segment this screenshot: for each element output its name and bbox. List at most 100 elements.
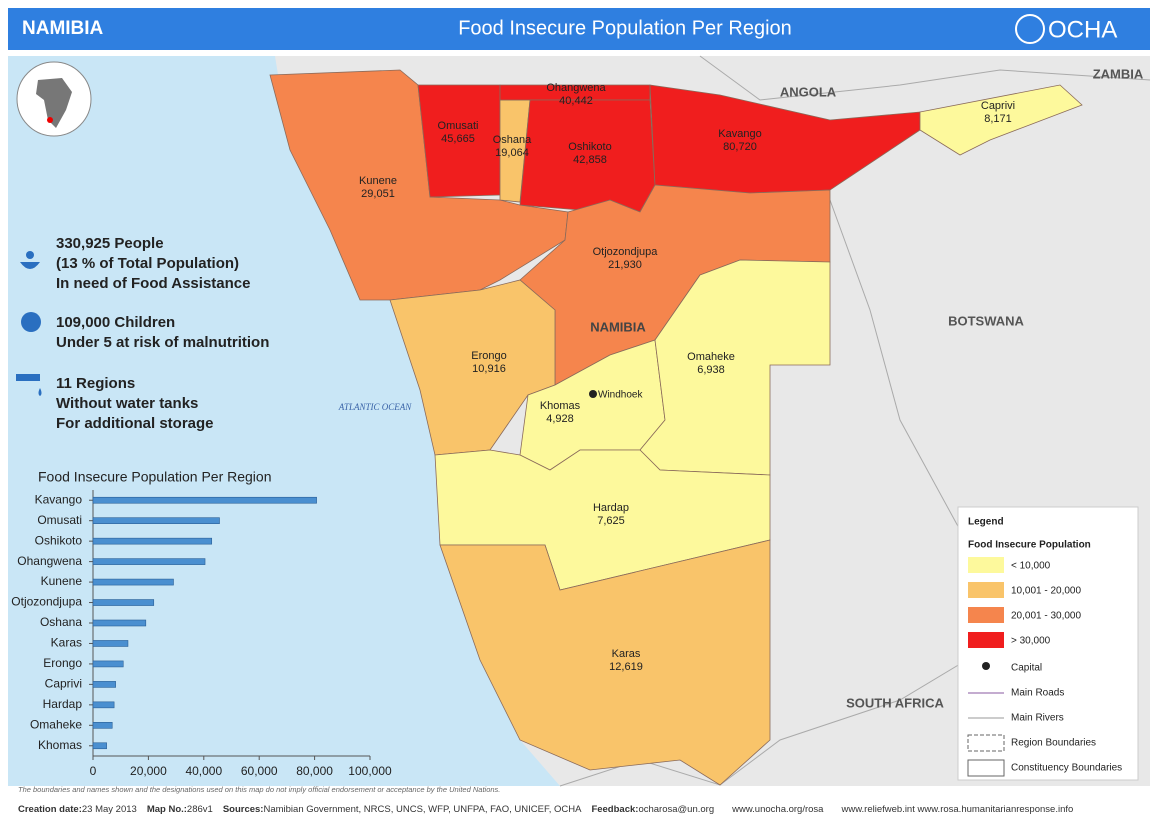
x-tick-label: 60,000 xyxy=(241,764,278,778)
legend-symbol xyxy=(982,662,990,670)
region-population: 4,928 xyxy=(546,413,574,425)
africa xyxy=(36,78,72,128)
footer-label: Feedback: xyxy=(591,804,638,815)
y-tick-label: Omaheke xyxy=(30,717,82,731)
region-population: 6,938 xyxy=(697,364,725,376)
stat-line: For additional storage xyxy=(56,415,214,432)
bar xyxy=(92,660,124,668)
legend-label: Main Rivers xyxy=(1011,713,1064,724)
region-population: 40,442 xyxy=(559,95,593,107)
bar xyxy=(92,640,129,647)
legend-subtitle: Food Insecure Population xyxy=(968,540,1091,551)
stats: 330,925 People (13 % of Total Population)… xyxy=(56,235,269,432)
country-label: NAMIBIA xyxy=(590,319,646,334)
region-population: 10,916 xyxy=(472,363,506,375)
region-name: Caprivi xyxy=(981,100,1015,112)
bar xyxy=(92,701,115,709)
y-tick-label: Karas xyxy=(51,636,82,650)
x-tick-label: 40,000 xyxy=(185,764,222,778)
legend-label: Capital xyxy=(1011,663,1042,674)
country-label: ZAMBIA xyxy=(1093,66,1144,81)
stat-line: Without water tanks xyxy=(56,395,198,412)
region-name: Hardap xyxy=(593,502,629,514)
bar xyxy=(92,537,213,545)
capital-marker xyxy=(589,390,597,398)
header-bar xyxy=(8,8,1150,50)
country-label: SOUTH AFRICA xyxy=(846,695,944,710)
legend-swatch xyxy=(968,632,1004,648)
x-tick-label: 100,000 xyxy=(348,764,392,778)
footer-label: Map No.: xyxy=(147,804,187,815)
legend-swatch xyxy=(968,582,1004,598)
un-emblem xyxy=(1015,14,1045,44)
stat-line: 109,000 Children xyxy=(56,314,175,331)
legend-label: Main Roads xyxy=(1011,688,1064,699)
region-name: Kavango xyxy=(718,128,761,140)
region-name: Karas xyxy=(612,648,641,660)
country-label: ANGOLA xyxy=(780,84,837,99)
region-karas xyxy=(439,539,771,786)
bar xyxy=(92,496,317,504)
legend-title: Legend xyxy=(968,517,1004,528)
legend-swatch xyxy=(968,607,1004,623)
legend-symbol xyxy=(967,759,1005,777)
region-name: Ohangwena xyxy=(546,82,606,94)
region-name: Khomas xyxy=(540,400,581,412)
region-population: 29,051 xyxy=(361,188,395,200)
ocean-label: ATLANTIC OCEAN xyxy=(338,402,412,412)
country-name: NAMIBIA xyxy=(22,18,104,39)
bar-chart: Food Insecure Population Per Region 0 20,0… xyxy=(11,469,392,778)
legend-symbol xyxy=(967,734,1005,752)
footer-text: www.unocha.org/rosa xyxy=(731,804,824,815)
region-population: 45,665 xyxy=(441,133,475,145)
region-name: Kunene xyxy=(359,175,397,187)
region-population: 19,064 xyxy=(495,147,529,159)
footer-label: Sources: xyxy=(223,804,264,815)
y-tick-label: Ohangwena xyxy=(17,554,82,568)
footer-text: 286v1 xyxy=(187,804,213,815)
x-tick-label: 80,000 xyxy=(296,764,333,778)
legend-label: Constituency Boundaries xyxy=(1011,763,1122,774)
bar xyxy=(92,742,107,750)
stat-line: Under 5 at risk of malnutrition xyxy=(56,334,269,351)
footer-text: Namibian Government, NRCS, UNCS, WFP, UN… xyxy=(263,804,582,815)
y-tick-label: Oshana xyxy=(40,615,82,629)
y-tick-label: Erongo xyxy=(43,656,82,670)
legend-label: 10,001 - 20,000 xyxy=(1011,586,1081,597)
legend-label: 20,001 - 30,000 xyxy=(1011,611,1081,622)
footer: Creation date:23 May 2013 Map No.:286v1 So… xyxy=(18,804,1073,815)
stat-line: 330,925 People xyxy=(56,235,164,252)
legend-label: > 30,000 xyxy=(1011,636,1051,647)
y-tick-label: Caprivi xyxy=(45,677,82,691)
stat-line: 11 Regions xyxy=(56,375,135,392)
footer-label: Creation date: xyxy=(18,804,82,815)
title: Food Insecure Population Per Region xyxy=(458,17,792,39)
legend-label: < 10,000 xyxy=(1011,561,1051,572)
bar xyxy=(92,619,147,627)
bar xyxy=(92,681,116,688)
bar xyxy=(92,722,113,729)
chart-title: Food Insecure Population Per Region xyxy=(38,469,271,485)
bar xyxy=(92,517,220,524)
region-population: 42,858 xyxy=(573,154,607,166)
footer-text: ocharosa@un.org xyxy=(638,804,714,815)
y-tick-label: Kunene xyxy=(41,574,83,588)
x-tick-label: 0 xyxy=(90,764,97,778)
stat-line: In need of Food Assistance xyxy=(56,275,250,292)
bar xyxy=(92,578,174,586)
x-tick-label: 20,000 xyxy=(130,764,167,778)
y-tick-label: Khomas xyxy=(38,738,82,752)
region-caprivi xyxy=(919,84,1083,156)
y-tick-label: Oshikoto xyxy=(35,533,83,547)
region-name: Otjozondjupa xyxy=(593,246,659,258)
legend-swatch xyxy=(968,557,1004,573)
legend: < 10,000 10,001 - 20,000 20,001 - 30,000 > … xyxy=(967,557,1122,777)
y-tick-label: Kavango xyxy=(35,492,83,506)
region-name: Oshana xyxy=(493,134,532,146)
region-population: 7,625 xyxy=(597,515,625,527)
stat-icons xyxy=(16,251,42,396)
y-tick-label: Hardap xyxy=(43,697,83,711)
logo: OCHA xyxy=(1048,16,1117,43)
